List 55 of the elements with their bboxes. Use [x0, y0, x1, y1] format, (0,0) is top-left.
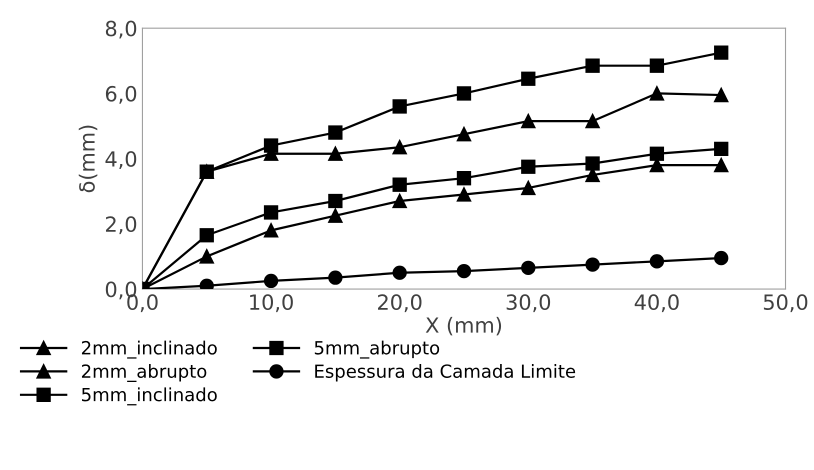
- point: [714, 142, 728, 156]
- point: [392, 194, 407, 208]
- x-tick-label: 20,0: [378, 294, 422, 312]
- point: [650, 254, 664, 268]
- y-tick-label: 2,0: [106, 216, 136, 234]
- y-tick-label: 8,0: [106, 20, 136, 39]
- point: [521, 114, 536, 128]
- point: [714, 158, 728, 172]
- x-tick-label: 40,0: [634, 294, 679, 312]
- point: [328, 194, 343, 208]
- y-tick-label: 4,0: [105, 151, 136, 169]
- point: [200, 249, 214, 264]
- point: [714, 250, 728, 266]
- x-tick-label: 50,0: [764, 294, 808, 312]
- point: [392, 266, 407, 280]
- legend-label: 5mm_inclinado: [82, 387, 217, 406]
- point: [328, 208, 343, 223]
- y-axis-title: δ(mm): [78, 126, 98, 192]
- point: [714, 46, 728, 60]
- point: [456, 171, 472, 186]
- point: [521, 260, 536, 276]
- point: [521, 72, 536, 86]
- point: [264, 274, 278, 288]
- y-tick-label: 6,0: [106, 86, 136, 104]
- legend-label: 2mm_inclinado: [82, 340, 217, 359]
- point: [585, 257, 600, 272]
- point: [456, 127, 472, 142]
- point: [328, 146, 343, 161]
- point: [200, 228, 214, 242]
- point: [585, 114, 600, 128]
- point: [392, 178, 407, 192]
- legend-label: 5mm_abrupto: [314, 340, 440, 359]
- point: [521, 180, 536, 196]
- x-axis-title: X (mm): [426, 316, 502, 336]
- point: [714, 88, 728, 102]
- point: [585, 58, 600, 73]
- legend-label: Espessura da Camada Limite: [315, 364, 576, 382]
- point: [392, 99, 407, 114]
- legend-label: 2mm_abrupto: [82, 364, 206, 382]
- point: [650, 146, 664, 161]
- point: [264, 205, 278, 220]
- point: [264, 223, 278, 238]
- point: [650, 58, 664, 73]
- point: [456, 264, 472, 278]
- point: [456, 187, 472, 202]
- point: [521, 160, 536, 174]
- point: [456, 86, 472, 101]
- point: [328, 125, 343, 140]
- point: [585, 156, 600, 171]
- point: [650, 86, 664, 101]
- x-tick-label: 30,0: [506, 294, 550, 312]
- point: [264, 138, 278, 153]
- x-tick-label: 10,0: [250, 294, 293, 312]
- point: [328, 270, 343, 285]
- point: [392, 140, 407, 154]
